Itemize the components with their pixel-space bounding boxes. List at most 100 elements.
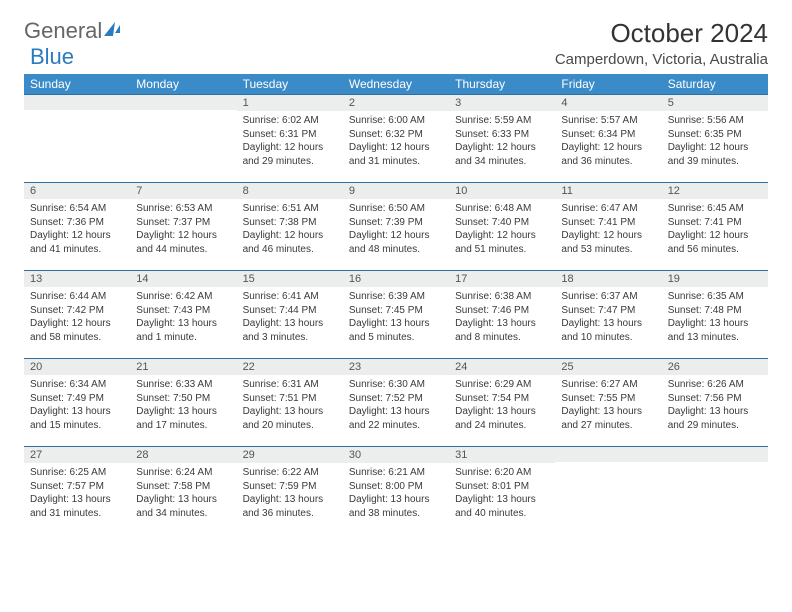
calendar-cell: 6Sunrise: 6:54 AMSunset: 7:36 PMDaylight… bbox=[24, 182, 130, 270]
title-block: October 2024 Camperdown, Victoria, Austr… bbox=[555, 18, 768, 68]
day-number bbox=[662, 446, 768, 462]
sunset-text: Sunset: 7:54 PM bbox=[455, 392, 549, 406]
day-details: Sunrise: 6:25 AMSunset: 7:57 PMDaylight:… bbox=[24, 463, 130, 524]
calendar-cell: 26Sunrise: 6:26 AMSunset: 7:56 PMDayligh… bbox=[662, 358, 768, 446]
daylight-text: Daylight: 12 hours and 53 minutes. bbox=[561, 229, 655, 256]
daylight-text: Daylight: 13 hours and 10 minutes. bbox=[561, 317, 655, 344]
sunset-text: Sunset: 6:33 PM bbox=[455, 128, 549, 142]
calendar-cell: 1Sunrise: 6:02 AMSunset: 6:31 PMDaylight… bbox=[237, 94, 343, 182]
calendar-cell: 23Sunrise: 6:30 AMSunset: 7:52 PMDayligh… bbox=[343, 358, 449, 446]
sunrise-text: Sunrise: 6:25 AM bbox=[30, 466, 124, 480]
calendar-cell: 13 Sunrise: 6:44 AMSunset: 7:42 PMDayligh… bbox=[24, 270, 130, 358]
day-number: 12 bbox=[662, 182, 768, 199]
day-number: 3 bbox=[449, 94, 555, 111]
sunrise-text: Sunrise: 6:30 AM bbox=[349, 378, 443, 392]
daylight-text: Daylight: 12 hours and 58 minutes. bbox=[30, 317, 124, 344]
sunset-text: Sunset: 7:38 PM bbox=[243, 216, 337, 230]
day-details: Sunrise: 6:53 AMSunset: 7:37 PMDaylight:… bbox=[130, 199, 236, 260]
calendar-week: 27Sunrise: 6:25 AMSunset: 7:57 PMDayligh… bbox=[24, 446, 768, 534]
sunset-text: Sunset: 7:40 PM bbox=[455, 216, 549, 230]
sunrise-text: Sunrise: 6:02 AM bbox=[243, 114, 337, 128]
day-details: Sunrise: 6:21 AMSunset: 8:00 PMDaylight:… bbox=[343, 463, 449, 524]
sunset-text: Sunset: 6:34 PM bbox=[561, 128, 655, 142]
day-details: Sunrise: 6:26 AMSunset: 7:56 PMDaylight:… bbox=[662, 375, 768, 436]
sunrise-text: Sunrise: 6:00 AM bbox=[349, 114, 443, 128]
daylight-text: Daylight: 12 hours and 44 minutes. bbox=[136, 229, 230, 256]
day-details: Sunrise: 6:22 AMSunset: 7:59 PMDaylight:… bbox=[237, 463, 343, 524]
day-number: 8 bbox=[237, 182, 343, 199]
daylight-text: Daylight: 12 hours and 29 minutes. bbox=[243, 141, 337, 168]
sunrise-text: Sunrise: 6:44 AM bbox=[30, 290, 124, 304]
daylight-text: Daylight: 13 hours and 36 minutes. bbox=[243, 493, 337, 520]
sunrise-text: Sunrise: 6:33 AM bbox=[136, 378, 230, 392]
sunrise-text: Sunrise: 6:38 AM bbox=[455, 290, 549, 304]
day-header: Tuesday bbox=[237, 74, 343, 94]
sunset-text: Sunset: 7:37 PM bbox=[136, 216, 230, 230]
sunrise-text: Sunrise: 6:54 AM bbox=[30, 202, 124, 216]
sunrise-text: Sunrise: 6:45 AM bbox=[668, 202, 762, 216]
sunrise-text: Sunrise: 6:48 AM bbox=[455, 202, 549, 216]
calendar-week: 13Sunrise: 6:44 AMSunset: 7:42 PMDayligh… bbox=[24, 270, 768, 358]
month-title: October 2024 bbox=[555, 18, 768, 49]
calendar-cell bbox=[555, 446, 661, 534]
day-details: Sunrise: 6:35 AMSunset: 7:48 PMDaylight:… bbox=[662, 287, 768, 348]
daylight-text: Daylight: 13 hours and 17 minutes. bbox=[136, 405, 230, 432]
day-details: Sunrise: 6:20 AMSunset: 8:01 PMDaylight:… bbox=[449, 463, 555, 524]
day-details: Sunrise: 6:47 AMSunset: 7:41 PMDaylight:… bbox=[555, 199, 661, 260]
sunrise-text: Sunrise: 6:31 AM bbox=[243, 378, 337, 392]
calendar-cell: 18Sunrise: 6:37 AMSunset: 7:47 PMDayligh… bbox=[555, 270, 661, 358]
daylight-text: Daylight: 12 hours and 56 minutes. bbox=[668, 229, 762, 256]
daylight-text: Daylight: 13 hours and 22 minutes. bbox=[349, 405, 443, 432]
sunrise-text: Sunrise: 6:50 AM bbox=[349, 202, 443, 216]
calendar-cell: 24Sunrise: 6:29 AMSunset: 7:54 PMDayligh… bbox=[449, 358, 555, 446]
day-number: 13 bbox=[24, 270, 130, 287]
logo-triangle-icon bbox=[104, 22, 115, 36]
calendar-cell: 4Sunrise: 5:57 AMSunset: 6:34 PMDaylight… bbox=[555, 94, 661, 182]
calendar-cell: 15Sunrise: 6:41 AMSunset: 7:44 PMDayligh… bbox=[237, 270, 343, 358]
day-number: 21 bbox=[130, 358, 236, 375]
logo-part2: Blue bbox=[30, 44, 74, 70]
sunrise-text: Sunrise: 6:22 AM bbox=[243, 466, 337, 480]
sunset-text: Sunset: 7:39 PM bbox=[349, 216, 443, 230]
sunset-text: Sunset: 7:41 PM bbox=[561, 216, 655, 230]
day-details: Sunrise: 6:50 AMSunset: 7:39 PMDaylight:… bbox=[343, 199, 449, 260]
sunset-text: Sunset: 7:58 PM bbox=[136, 480, 230, 494]
daylight-text: Daylight: 13 hours and 31 minutes. bbox=[30, 493, 124, 520]
day-details: Sunrise: 6:42 AMSunset: 7:43 PMDaylight:… bbox=[130, 287, 236, 348]
day-number: 26 bbox=[662, 358, 768, 375]
sunset-text: Sunset: 7:44 PM bbox=[243, 304, 337, 318]
daylight-text: Daylight: 13 hours and 29 minutes. bbox=[668, 405, 762, 432]
daylight-text: Daylight: 13 hours and 24 minutes. bbox=[455, 405, 549, 432]
day-number bbox=[24, 94, 130, 110]
sunrise-text: Sunrise: 6:35 AM bbox=[668, 290, 762, 304]
daylight-text: Daylight: 12 hours and 31 minutes. bbox=[349, 141, 443, 168]
day-number: 14 bbox=[130, 270, 236, 287]
sunrise-text: Sunrise: 6:42 AM bbox=[136, 290, 230, 304]
sunrise-text: Sunrise: 6:39 AM bbox=[349, 290, 443, 304]
day-number: 17 bbox=[449, 270, 555, 287]
calendar-cell: 11Sunrise: 6:47 AMSunset: 7:41 PMDayligh… bbox=[555, 182, 661, 270]
sunset-text: Sunset: 7:51 PM bbox=[243, 392, 337, 406]
daylight-text: Daylight: 13 hours and 15 minutes. bbox=[30, 405, 124, 432]
calendar-cell: 22Sunrise: 6:31 AMSunset: 7:51 PMDayligh… bbox=[237, 358, 343, 446]
calendar-head: SundayMondayTuesdayWednesdayThursdayFrid… bbox=[24, 74, 768, 94]
calendar-week: 6Sunrise: 6:54 AMSunset: 7:36 PMDaylight… bbox=[24, 182, 768, 270]
sunrise-text: Sunrise: 6:21 AM bbox=[349, 466, 443, 480]
calendar-table: SundayMondayTuesdayWednesdayThursdayFrid… bbox=[24, 74, 768, 534]
day-number: 28 bbox=[130, 446, 236, 463]
sunrise-text: Sunrise: 6:51 AM bbox=[243, 202, 337, 216]
daylight-text: Daylight: 12 hours and 39 minutes. bbox=[668, 141, 762, 168]
sunset-text: Sunset: 7:49 PM bbox=[30, 392, 124, 406]
calendar-page: General October 2024 Camperdown, Victori… bbox=[0, 0, 792, 534]
sunset-text: Sunset: 7:42 PM bbox=[30, 304, 124, 318]
sunset-text: Sunset: 7:48 PM bbox=[668, 304, 762, 318]
daylight-text: Daylight: 13 hours and 38 minutes. bbox=[349, 493, 443, 520]
calendar-body: 1Sunrise: 6:02 AMSunset: 6:31 PMDaylight… bbox=[24, 94, 768, 534]
sunrise-text: Sunrise: 6:34 AM bbox=[30, 378, 124, 392]
calendar-cell: 3Sunrise: 5:59 AMSunset: 6:33 PMDaylight… bbox=[449, 94, 555, 182]
day-details: Sunrise: 5:56 AMSunset: 6:35 PMDaylight:… bbox=[662, 111, 768, 172]
sunset-text: Sunset: 7:57 PM bbox=[30, 480, 124, 494]
calendar-cell: 16Sunrise: 6:39 AMSunset: 7:45 PMDayligh… bbox=[343, 270, 449, 358]
calendar-cell: 19Sunrise: 6:35 AMSunset: 7:48 PMDayligh… bbox=[662, 270, 768, 358]
day-details: Sunrise: 6:38 AMSunset: 7:46 PMDaylight:… bbox=[449, 287, 555, 348]
